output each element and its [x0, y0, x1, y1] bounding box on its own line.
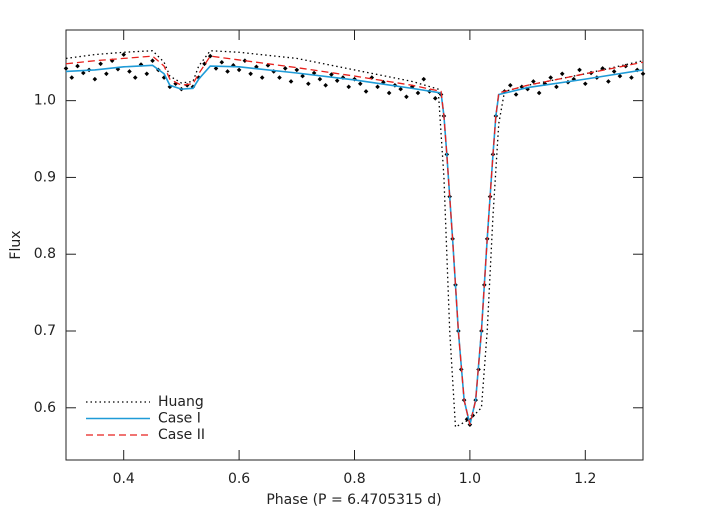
data-point [254, 64, 259, 70]
data-point [294, 67, 300, 73]
data-point [63, 66, 69, 71]
y-axis-label: Flux [8, 230, 24, 259]
data-point [207, 53, 213, 59]
data-point [375, 84, 380, 90]
data-point [323, 82, 328, 88]
data-point [132, 75, 138, 80]
data-point [184, 82, 190, 88]
data-point [248, 71, 253, 77]
data-point [167, 84, 173, 90]
data-point [386, 90, 392, 96]
data-point [432, 96, 438, 101]
data-point [317, 76, 323, 82]
data-point [357, 81, 363, 87]
data-point [225, 69, 230, 74]
data-point [611, 69, 617, 74]
y-tick-label: 1.0 [34, 93, 56, 109]
data-point [421, 76, 427, 82]
data-point [288, 79, 294, 84]
data-point [300, 73, 305, 79]
data-point [121, 52, 126, 57]
x-tick-label: 1.0 [459, 471, 481, 487]
model-line [65, 50, 644, 429]
legend-label: Case I [158, 411, 201, 427]
model-line [65, 64, 644, 425]
data-point [75, 63, 80, 69]
data-point [640, 71, 646, 77]
y-tick-label: 0.8 [34, 246, 56, 262]
data-point [150, 58, 155, 64]
data-point [306, 81, 311, 87]
legend-label: Huang [158, 394, 204, 410]
data-point [559, 71, 565, 77]
data-point [202, 61, 207, 67]
legend-label: Case II [158, 427, 205, 443]
x-tick-label: 1.2 [574, 471, 596, 487]
data-point [236, 67, 242, 73]
data-point [242, 58, 248, 64]
y-tick-label: 0.9 [34, 169, 56, 185]
data-point [81, 70, 86, 76]
data-point [415, 90, 421, 96]
data-point [92, 76, 98, 82]
data-point [536, 90, 542, 96]
model-line [65, 55, 644, 425]
data-point [259, 75, 265, 80]
x-tick-label: 0.8 [343, 471, 365, 487]
data-point [213, 66, 219, 71]
data-point [98, 61, 103, 67]
data-point [507, 82, 513, 88]
y-tick-label: 0.6 [34, 400, 56, 416]
data-point [69, 75, 75, 80]
data-point [554, 84, 559, 90]
x-tick-label: 0.4 [113, 471, 135, 487]
data-point [346, 84, 352, 90]
plot-frame [65, 29, 644, 461]
data-point [219, 59, 225, 65]
data-point [617, 73, 623, 79]
data-point [277, 75, 282, 80]
data-point [127, 69, 132, 74]
data-point [144, 71, 150, 77]
data-point [398, 86, 403, 92]
data-point [381, 79, 386, 85]
data-point [282, 66, 288, 71]
data-point [606, 79, 611, 84]
data-point [231, 63, 236, 68]
data-point [583, 81, 588, 87]
data-point [334, 78, 340, 83]
data-point [571, 76, 577, 82]
data-point [404, 94, 409, 100]
data-point [629, 75, 634, 80]
y-tick-label: 0.7 [34, 323, 56, 339]
data-point [548, 75, 553, 80]
data-point [513, 92, 519, 97]
x-tick-label: 0.6 [228, 471, 250, 487]
data-point [265, 63, 271, 68]
data-point [577, 67, 582, 73]
data-point [104, 71, 109, 77]
data-point [363, 89, 369, 94]
x-axis-label: Phase (P = 6.4705315 d) [266, 492, 441, 508]
data-point [600, 66, 605, 71]
data-point [531, 79, 536, 84]
